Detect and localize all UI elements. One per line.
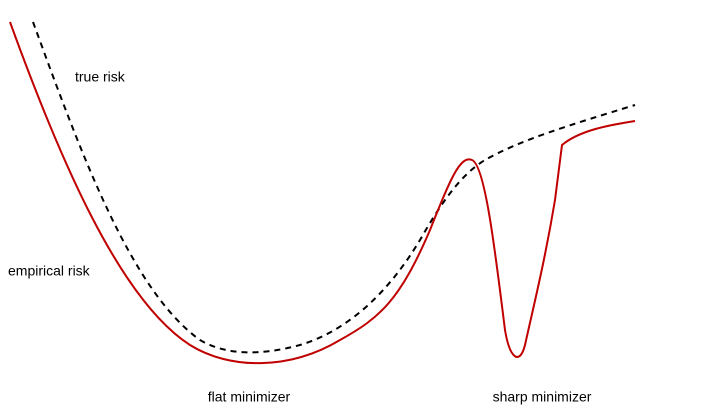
empirical-risk-label: empirical risk [8,263,91,279]
flat-minimizer-label: flat minimizer [208,389,291,405]
true-risk-curve [32,21,636,354]
empirical-risk-curve [9,21,636,365]
true-risk-label: true risk [75,69,126,85]
sharp-minimizer-label: sharp minimizer [493,389,592,405]
